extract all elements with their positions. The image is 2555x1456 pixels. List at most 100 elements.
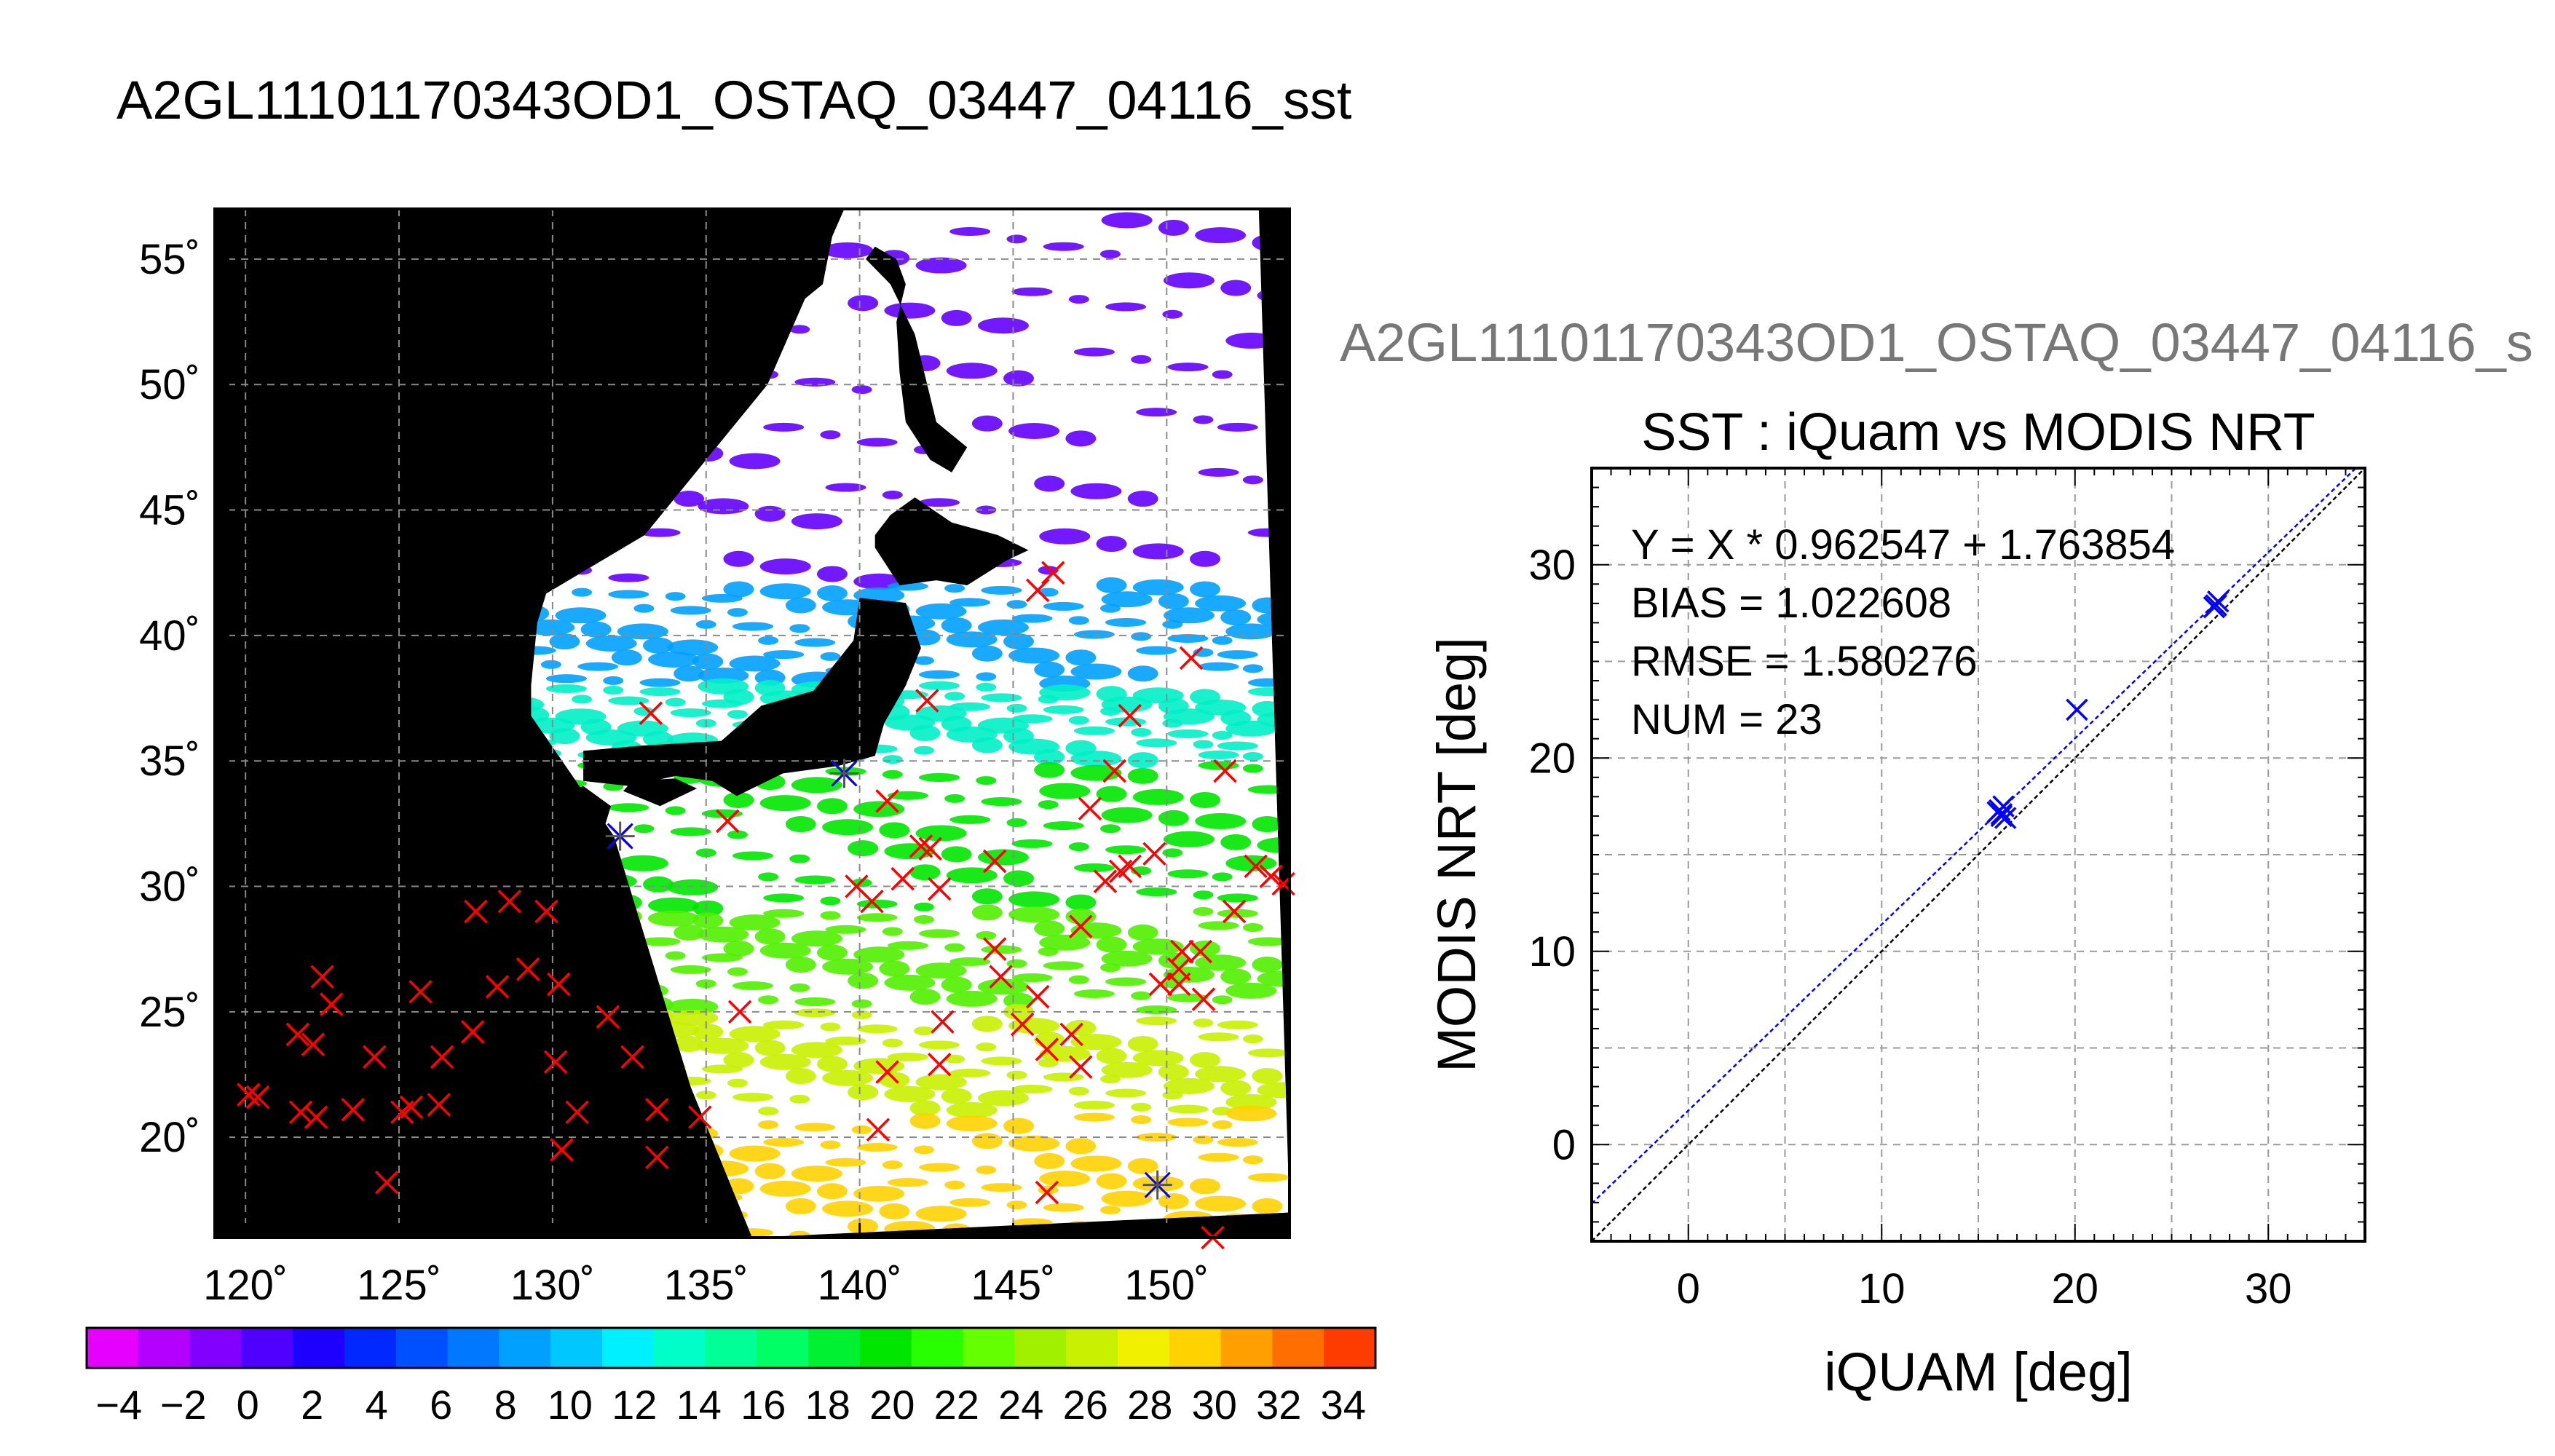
colorbar-tick-label: 26 xyxy=(1063,1382,1108,1428)
sst-band-0-cell xyxy=(608,573,649,582)
obs-marker-stroke-b xyxy=(301,1032,325,1056)
map-x-tick-label: 135˚ xyxy=(664,1262,749,1309)
colorbar-tick-label: 4 xyxy=(366,1382,388,1428)
obs-marker-stroke-b xyxy=(399,1095,424,1120)
collocated-marker xyxy=(829,759,859,788)
sst-band-6-cell xyxy=(1008,1135,1060,1152)
sst-band-2-cell xyxy=(977,717,1029,734)
sst-band-6-cell xyxy=(1101,1190,1153,1207)
scatter-point-stroke-b xyxy=(2206,590,2230,613)
obs-marker xyxy=(1259,864,1283,888)
sst-band-5-cell xyxy=(816,1056,848,1072)
sst-band-1-cell xyxy=(1073,630,1115,639)
sst-band-5-cell xyxy=(851,1010,872,1019)
obs-marker xyxy=(1059,1022,1083,1047)
sst-band-3-cell xyxy=(1217,893,1258,903)
scatter-content xyxy=(1592,468,2365,1241)
sst-band-0-cell xyxy=(1043,242,1084,251)
sst-band-0-cell xyxy=(977,317,1029,334)
map-y-tick-label: 35˚ xyxy=(139,737,200,785)
sst-band-4-cell xyxy=(820,911,841,920)
sst-band-5-cell xyxy=(667,1010,719,1026)
sst-band-5-cell xyxy=(1195,1066,1247,1083)
sst-band-4-cell xyxy=(1247,937,1289,946)
sst-band-5-cell xyxy=(1127,1035,1158,1052)
sst-band-6-cell xyxy=(1136,1133,1177,1142)
obs-marker-stroke-b xyxy=(1093,869,1118,893)
sst-band-5-cell xyxy=(1011,1084,1053,1093)
obs-marker xyxy=(547,972,571,997)
sst-band-1-cell xyxy=(692,653,724,670)
colorbar-tick-label: 16 xyxy=(741,1382,786,1428)
sst-band-4-cell xyxy=(1105,977,1147,986)
obs-marker-stroke-b xyxy=(639,701,663,725)
sst-band-0-cell xyxy=(791,513,842,530)
sst-band-4-cell xyxy=(670,965,711,974)
sst-band-1-cell xyxy=(1105,617,1147,627)
sst-band-4-cell xyxy=(1225,982,1277,999)
sst-band-1-cell xyxy=(1011,614,1053,623)
sst-band-0-cell xyxy=(816,566,848,582)
sst-band-1-cell xyxy=(794,638,836,647)
sst-band-1-cell xyxy=(1217,650,1258,660)
sst-band-2-cell xyxy=(1198,750,1239,759)
sst-band-5-cell xyxy=(1242,1034,1263,1044)
sst-band-0-cell xyxy=(723,550,754,567)
sst-band-1-cell xyxy=(642,637,674,654)
sst-band-3-cell xyxy=(789,854,810,863)
sst-band-3-cell xyxy=(763,893,805,903)
sst-band-3-cell xyxy=(1163,831,1215,847)
scatter-x-label: iQUAM [deg] xyxy=(1824,1342,2133,1402)
scatter-point xyxy=(1986,801,2009,823)
sst-band-3-cell xyxy=(1195,812,1247,829)
sst-band-0-cell xyxy=(1006,234,1027,244)
obs-marker xyxy=(645,1145,669,1169)
sst-band-1-cell xyxy=(1131,632,1152,641)
colorbar-tick-label: 10 xyxy=(548,1382,593,1428)
figure-title: A2GL11101170343OD1_OSTAQ_03447_04116_sst xyxy=(117,70,1352,130)
obs-marker-stroke-b xyxy=(547,972,571,997)
sst-band-2-cell xyxy=(665,697,686,707)
colorbar-tick-label: 24 xyxy=(998,1382,1043,1428)
obs-marker-stroke-b xyxy=(285,1022,310,1047)
sst-band-4-cell xyxy=(853,946,905,963)
sst-band-5-cell xyxy=(1006,1070,1027,1080)
obs-marker xyxy=(688,1105,712,1129)
sst-band-1-cell xyxy=(1043,601,1084,611)
colorbar-tick-label: 18 xyxy=(805,1382,850,1428)
sst-band-2-cell xyxy=(1127,752,1158,769)
sst-band-2-cell xyxy=(555,708,607,725)
sst-band-6-cell xyxy=(919,1163,960,1172)
sst-band-0-cell xyxy=(1039,528,1091,545)
obs-marker xyxy=(285,1022,310,1047)
sst-band-1-cell xyxy=(1101,591,1153,608)
sst-band-6-cell xyxy=(944,1180,965,1190)
sst-band-4-cell xyxy=(763,909,805,918)
sst-band-4-cell xyxy=(698,926,749,943)
sst-band-1-cell xyxy=(1065,649,1097,666)
sst-band-1-cell xyxy=(674,665,705,682)
sst-band-6-cell xyxy=(729,1145,781,1162)
obs-marker-stroke-b xyxy=(645,1145,669,1169)
obs-marker xyxy=(982,937,1007,961)
sst-band-4-cell xyxy=(1252,957,1283,973)
sst-band-4-cell xyxy=(639,937,681,946)
sst-band-3-cell xyxy=(1242,764,1263,773)
obs-marker xyxy=(374,1170,399,1195)
sst-band-5-cell xyxy=(919,1040,960,1050)
map-y-tick-label: 45˚ xyxy=(139,487,200,534)
sst-band-0-cell xyxy=(1167,363,1209,372)
sst-band-5-cell xyxy=(1101,1061,1153,1078)
sst-band-4-cell xyxy=(727,967,748,976)
sst-band-0-cell xyxy=(1096,536,1127,553)
sst-band-4-cell xyxy=(1011,973,1053,982)
sst-band-0-cell xyxy=(794,377,836,387)
sst-band-3-cell xyxy=(723,791,754,808)
sst-band-1-cell xyxy=(555,607,607,624)
sst-band-4-cell xyxy=(1127,924,1158,941)
obs-marker-stroke-b xyxy=(866,1117,891,1142)
obs-marker xyxy=(341,1097,366,1122)
sst-band-4-cell xyxy=(981,945,1022,954)
sst-band-2-cell xyxy=(698,678,749,695)
obs-marker-stroke-b xyxy=(645,1097,669,1122)
